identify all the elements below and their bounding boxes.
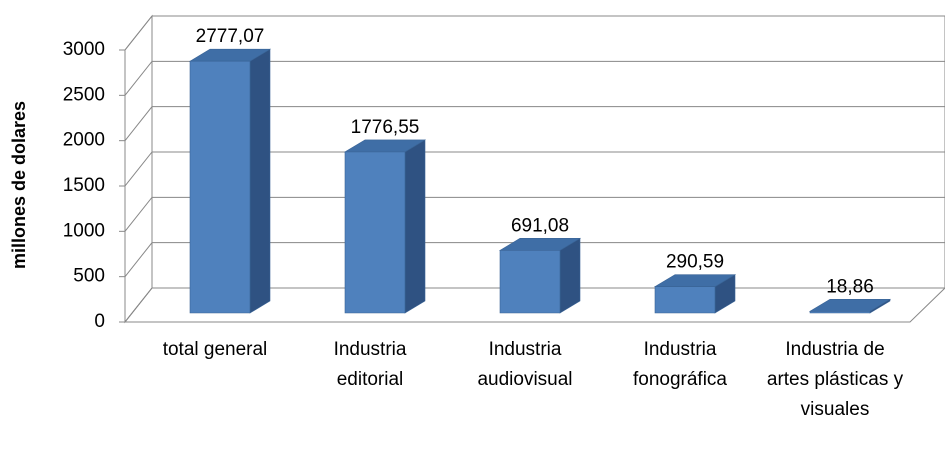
bar: [188, 48, 272, 314]
bar: [343, 139, 427, 314]
y-axis-title: millones de dolares: [9, 101, 29, 269]
grid-line: [124, 242, 945, 277]
grid-line: [124, 106, 945, 141]
grid-line: [124, 151, 945, 187]
bar: [498, 237, 582, 314]
bar-side: [404, 139, 426, 314]
bar-side: [249, 48, 271, 314]
grid-line: [124, 15, 945, 51]
bar-front: [654, 286, 716, 314]
bar-top: [808, 298, 892, 312]
bar-side: [559, 237, 581, 314]
y-tick-label: 1500: [63, 175, 105, 196]
y-tick-label: 1000: [63, 220, 105, 241]
bar-front: [344, 151, 406, 314]
bar: [808, 298, 892, 314]
y-tick-label: 0: [94, 311, 105, 332]
y-tick-label: 500: [73, 266, 105, 287]
bar-front: [499, 250, 561, 314]
data-label: 691,08: [511, 215, 569, 236]
x-tick-label: total general: [162, 339, 268, 360]
bar: [653, 274, 737, 314]
y-tick-label: 2500: [63, 84, 105, 105]
data-label: 1776,55: [351, 117, 420, 138]
y-tick-label: 2000: [63, 130, 105, 151]
data-label: 18,86: [826, 276, 874, 297]
bar-front: [189, 60, 251, 314]
grid-line: [124, 60, 945, 96]
grid-line: [124, 196, 945, 232]
x-tick-label: Industria audiovisual: [477, 339, 573, 390]
bar-front: [809, 310, 871, 314]
x-tick-label: Industria fonográfica: [632, 339, 727, 390]
data-label: 290,59: [666, 252, 724, 273]
y-tick-label: 3000: [63, 39, 105, 60]
x-tick-label: Industria editorial: [333, 339, 407, 390]
data-label: 2777,07: [196, 26, 265, 47]
x-tick-label: Industria de artes plásticas y visuales: [766, 339, 904, 420]
